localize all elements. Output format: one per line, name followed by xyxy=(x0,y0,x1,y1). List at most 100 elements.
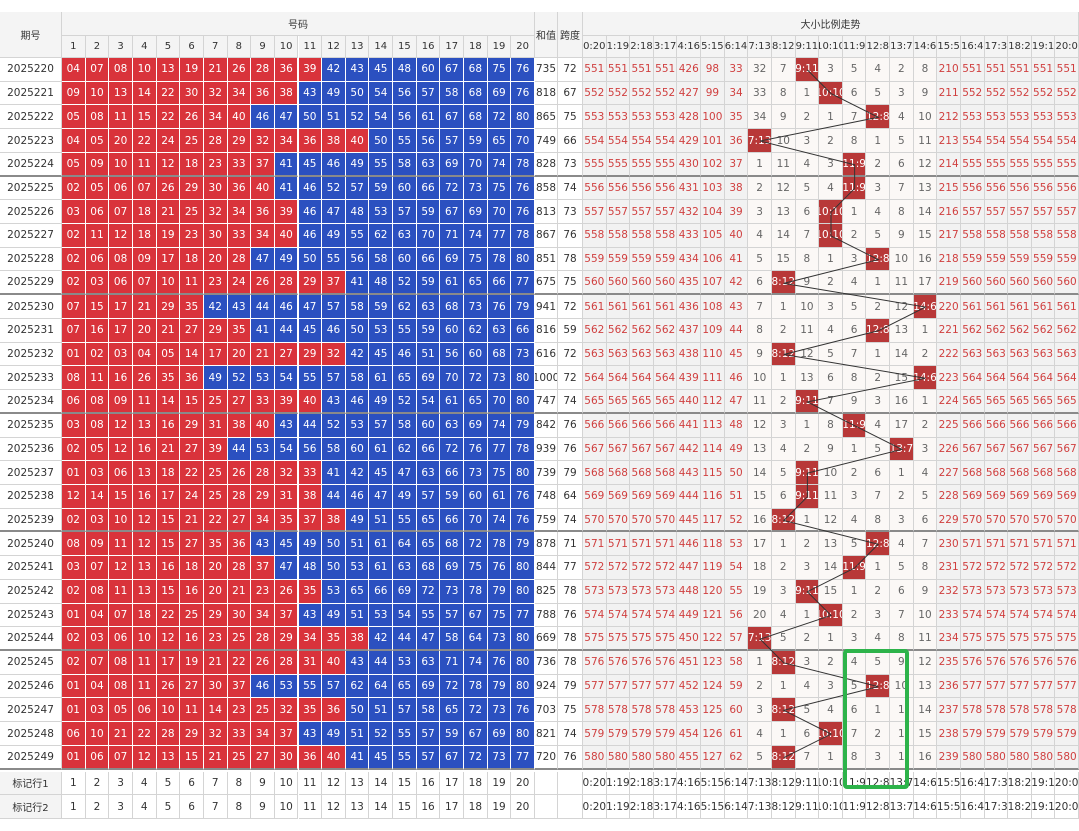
drawn-number: 10 xyxy=(132,58,157,82)
ratio-hit: 9:11 xyxy=(795,579,820,604)
omission-count: 212 xyxy=(937,105,961,130)
drawn-number: 21 xyxy=(203,651,228,675)
footer-ratio-column: 20:0 xyxy=(1055,795,1079,820)
drawn-number: 46 xyxy=(322,318,346,343)
sum-value: 828 xyxy=(535,152,558,177)
omission-count: 559 xyxy=(1055,247,1079,272)
drawn-number: 27 xyxy=(180,532,204,557)
drawn-number: 32 xyxy=(251,129,275,153)
drawn-number: 55 xyxy=(393,508,417,533)
ratio-column-header: 12:8 xyxy=(866,36,891,58)
drawn-number: 40 xyxy=(322,651,346,675)
omission-count: 570 xyxy=(1055,508,1079,533)
omission-count: 5 xyxy=(771,461,796,485)
sum-value: 747 xyxy=(535,390,558,414)
drawn-number: 58 xyxy=(369,247,394,272)
omission-count: 2 xyxy=(913,342,938,367)
drawn-number: 29 xyxy=(251,484,275,509)
drawn-number: 53 xyxy=(369,318,394,343)
drawn-number: 30 xyxy=(203,674,228,699)
omission-count: 557 xyxy=(1031,200,1056,225)
omission-count: 47 xyxy=(724,390,749,414)
drawn-number: 06 xyxy=(109,461,133,485)
footer-number-column: 14 xyxy=(369,795,394,820)
omission-count: 1 xyxy=(795,413,820,438)
omission-count: 571 xyxy=(984,532,1009,557)
issue: 2025240 xyxy=(0,532,62,557)
drawn-number: 57 xyxy=(322,295,346,319)
drawn-number: 01 xyxy=(62,674,86,699)
drawn-number: 19 xyxy=(180,58,204,82)
drawn-number: 28 xyxy=(227,484,252,509)
omission-count: 575 xyxy=(984,627,1009,651)
omission-count: 560 xyxy=(1008,271,1032,296)
drawn-number: 46 xyxy=(345,390,370,414)
span-value: 78 xyxy=(558,579,583,604)
drawn-number: 11 xyxy=(109,579,133,604)
omission-count: 551 xyxy=(1031,58,1056,82)
omission-count: 442 xyxy=(677,437,702,462)
drawn-number: 79 xyxy=(511,532,535,557)
omission-count: 575 xyxy=(606,627,631,651)
drawn-number: 58 xyxy=(393,152,417,177)
omission-count: 1 xyxy=(748,152,772,177)
omission-count: 2 xyxy=(819,271,843,296)
sum-value: 941 xyxy=(535,295,558,319)
footer-ratio-column: 7:13 xyxy=(748,771,772,796)
omission-count: 553 xyxy=(1055,105,1079,130)
omission-count: 564 xyxy=(606,366,631,391)
footer-number-column: 11 xyxy=(298,795,323,820)
omission-count: 556 xyxy=(606,176,631,201)
omission-count: 578 xyxy=(583,698,607,723)
omission-count: 573 xyxy=(630,579,654,604)
drawn-number: 52 xyxy=(369,722,394,746)
omission-count: 3 xyxy=(913,437,938,462)
drawn-number: 76 xyxy=(511,176,535,201)
omission-count: 4 xyxy=(890,532,914,557)
drawn-number: 22 xyxy=(227,651,252,675)
omission-count: 11 xyxy=(771,152,796,177)
drawn-number: 14 xyxy=(180,342,204,367)
footer-number-column: 20 xyxy=(511,795,535,820)
ratio-hit: 11:9 xyxy=(842,176,867,201)
drawn-number: 50 xyxy=(345,698,370,723)
omission-count: 563 xyxy=(984,342,1009,367)
omission-count: 236 xyxy=(937,674,961,699)
drawn-number: 68 xyxy=(416,556,441,580)
drawn-number: 52 xyxy=(322,413,346,438)
omission-count: 575 xyxy=(653,627,678,651)
omission-count: 32 xyxy=(748,58,772,82)
drawn-number: 37 xyxy=(274,603,299,628)
omission-count: 121 xyxy=(701,603,725,628)
omission-count: 49 xyxy=(724,437,749,462)
ratio-column-header: 16:4 xyxy=(960,36,985,58)
omission-count: 576 xyxy=(630,651,654,675)
footer-number-column: 4 xyxy=(132,771,157,796)
drawn-number: 54 xyxy=(274,366,299,391)
drawn-number: 13 xyxy=(132,579,157,604)
omission-count: 2 xyxy=(748,176,772,201)
drawn-number: 72 xyxy=(440,437,465,462)
omission-count: 40 xyxy=(724,224,749,248)
footer-number-column: 19 xyxy=(487,771,512,796)
span-value: 73 xyxy=(558,152,583,177)
sum-value: 865 xyxy=(535,105,558,130)
ratio-column-header: 7:13 xyxy=(748,36,772,58)
drawn-number: 58 xyxy=(440,81,465,106)
drawn-number: 28 xyxy=(203,129,228,153)
omission-count: 576 xyxy=(960,651,985,675)
footer-number-column: 8 xyxy=(227,771,252,796)
omission-count: 2 xyxy=(866,722,891,746)
drawn-number: 03 xyxy=(62,200,86,225)
drawn-number: 34 xyxy=(251,224,275,248)
issue: 2025226 xyxy=(0,200,62,225)
drawn-number: 12 xyxy=(156,627,181,651)
omission-count: 569 xyxy=(583,484,607,509)
omission-count: 574 xyxy=(984,603,1009,628)
omission-count: 6 xyxy=(913,508,938,533)
drawn-number: 34 xyxy=(274,129,299,153)
drawn-number: 16 xyxy=(156,556,181,580)
drawn-number: 58 xyxy=(440,627,465,651)
sum-value: 748 xyxy=(535,484,558,509)
drawn-number: 51 xyxy=(345,603,370,628)
